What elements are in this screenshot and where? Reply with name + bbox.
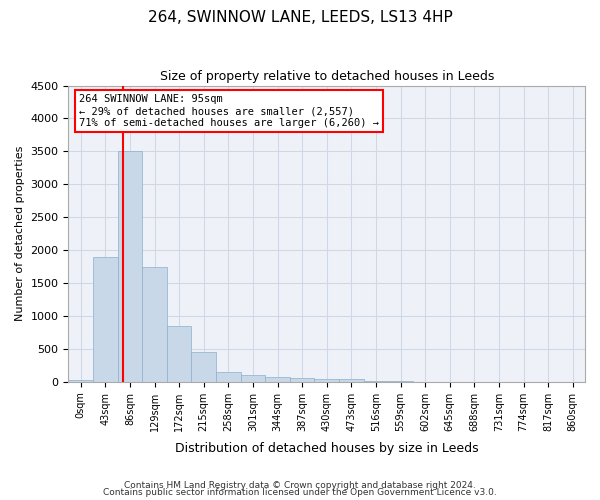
Bar — [142, 266, 167, 382]
X-axis label: Distribution of detached houses by size in Leeds: Distribution of detached houses by size … — [175, 442, 479, 455]
Bar — [118, 152, 142, 382]
Bar — [216, 372, 241, 382]
Bar — [314, 378, 339, 382]
Bar — [290, 378, 314, 382]
Bar — [241, 375, 265, 382]
Title: Size of property relative to detached houses in Leeds: Size of property relative to detached ho… — [160, 70, 494, 83]
Bar — [191, 352, 216, 382]
Bar — [265, 377, 290, 382]
Text: 264 SWINNOW LANE: 95sqm
← 29% of detached houses are smaller (2,557)
71% of semi: 264 SWINNOW LANE: 95sqm ← 29% of detache… — [79, 94, 379, 128]
Y-axis label: Number of detached properties: Number of detached properties — [15, 146, 25, 322]
Bar — [68, 380, 93, 382]
Bar — [339, 379, 364, 382]
Text: Contains public sector information licensed under the Open Government Licence v3: Contains public sector information licen… — [103, 488, 497, 497]
Bar — [167, 326, 191, 382]
Text: 264, SWINNOW LANE, LEEDS, LS13 4HP: 264, SWINNOW LANE, LEEDS, LS13 4HP — [148, 10, 452, 25]
Bar — [93, 256, 118, 382]
Bar — [364, 381, 388, 382]
Text: Contains HM Land Registry data © Crown copyright and database right 2024.: Contains HM Land Registry data © Crown c… — [124, 480, 476, 490]
